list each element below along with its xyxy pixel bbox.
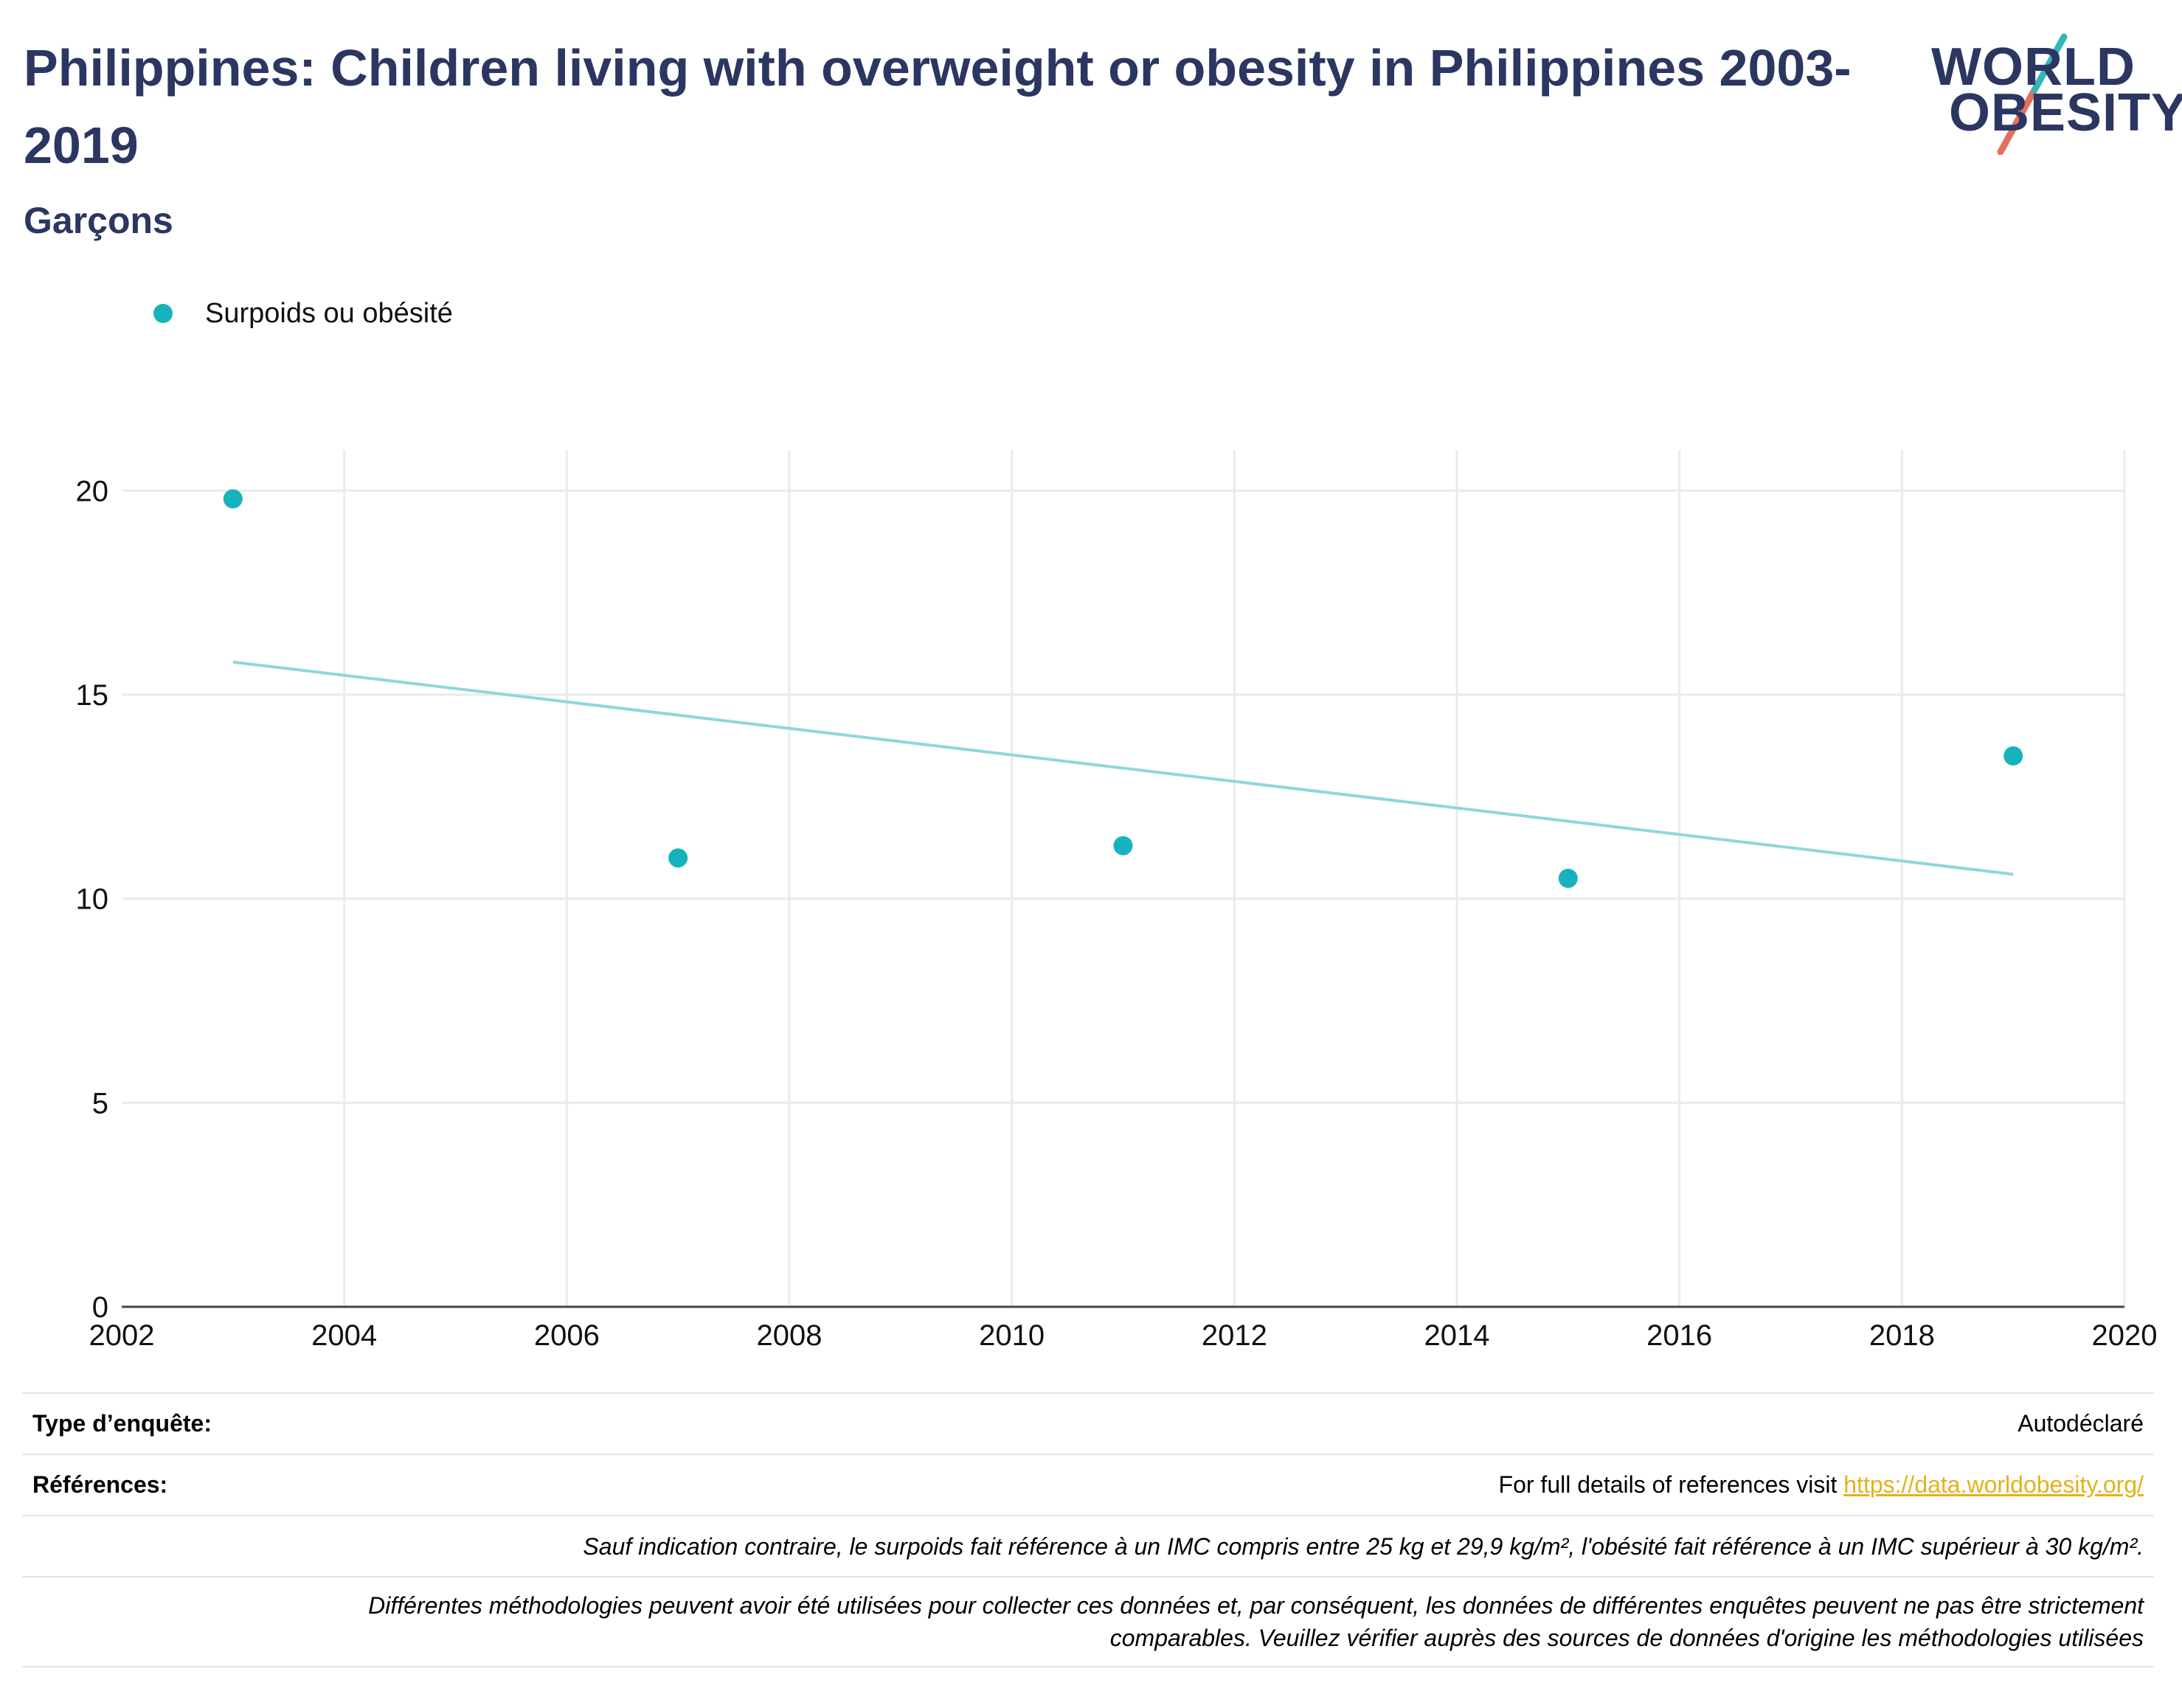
legend-marker xyxy=(153,304,173,323)
chart-footer: Type d’enquête: Autodéclaré Références: … xyxy=(22,1392,2154,1667)
data-point xyxy=(2003,746,2023,766)
x-tick-label: 2014 xyxy=(1424,1319,1490,1352)
y-tick-label: 20 xyxy=(76,475,109,507)
survey-type-label: Type d’enquête: xyxy=(32,1410,212,1437)
data-point xyxy=(1558,869,1578,888)
x-tick-label: 2006 xyxy=(534,1319,600,1352)
references-value: For full details of references visit htt… xyxy=(1499,1471,2144,1499)
data-point xyxy=(223,489,243,509)
methodology-note: Différentes méthodologies peuvent avoir … xyxy=(32,1589,2144,1654)
data-points xyxy=(223,489,2023,888)
methodology-note-line-2: comparables. Veuillez vérifier auprès de… xyxy=(1109,1625,2144,1651)
chart-legend: Surpoids ou obésité xyxy=(153,295,453,332)
trendline xyxy=(232,660,2014,876)
data-point xyxy=(668,848,688,868)
page-title: Philippines: Children living with overwe… xyxy=(24,39,1852,174)
survey-type-row: Type d’enquête: Autodéclaré xyxy=(22,1392,2154,1454)
methodology-note-line-1: Différentes méthodologies peuvent avoir … xyxy=(368,1592,2144,1619)
chart-subtitle: Garçons xyxy=(24,200,173,241)
x-tick-label: 2002 xyxy=(89,1319,155,1352)
y-tick-label: 15 xyxy=(76,679,109,712)
y-tick-label: 5 xyxy=(92,1087,108,1119)
x-tick-label: 2008 xyxy=(757,1319,822,1352)
references-label: Références: xyxy=(32,1471,168,1498)
logo-line-1: WORLD xyxy=(1931,38,2136,97)
survey-type-value: Autodéclaré xyxy=(2018,1410,2144,1437)
logo-slash-icon xyxy=(1997,33,2068,155)
x-tick-label: 2012 xyxy=(1202,1319,1267,1352)
x-tick-label: 2018 xyxy=(1869,1319,1935,1352)
x-tick-label: 2004 xyxy=(311,1319,377,1352)
references-text: For full details of references visit xyxy=(1498,1471,1844,1498)
bmi-note: Sauf indication contraire, le surpoids f… xyxy=(583,1532,2144,1560)
scatter-chart: 2002 2004 2006 2008 2010 2012 2014 2016 2018 2020… xyxy=(76,450,2158,1352)
y-tick-label: 10 xyxy=(76,883,109,916)
methodology-note-row: Différentes méthodologies peuvent avoir … xyxy=(22,1576,2154,1667)
references-link[interactable]: https://data.worldobesity.org/ xyxy=(1843,1471,2144,1498)
logo-line-2: OBESITY xyxy=(1949,83,2182,142)
trendline-layer xyxy=(232,660,2014,876)
y-tick-label: 0 xyxy=(92,1291,108,1324)
data-point xyxy=(1113,836,1133,855)
references-row: Références: For full details of referenc… xyxy=(22,1454,2154,1515)
x-tick-label: 2010 xyxy=(979,1319,1045,1352)
bmi-note-row: Sauf indication contraire, le surpoids f… xyxy=(22,1515,2154,1576)
world-obesity-logo: WORLD OBESITY xyxy=(1918,22,2182,155)
x-tick-label: 2016 xyxy=(1646,1319,1712,1352)
legend-label: Surpoids ou obésité xyxy=(205,297,453,329)
x-tick-label: 2020 xyxy=(2092,1319,2158,1352)
axes: 2002 2004 2006 2008 2010 2012 2014 2016 2018 2020… xyxy=(76,475,2158,1352)
grid-lines xyxy=(122,450,2126,1307)
